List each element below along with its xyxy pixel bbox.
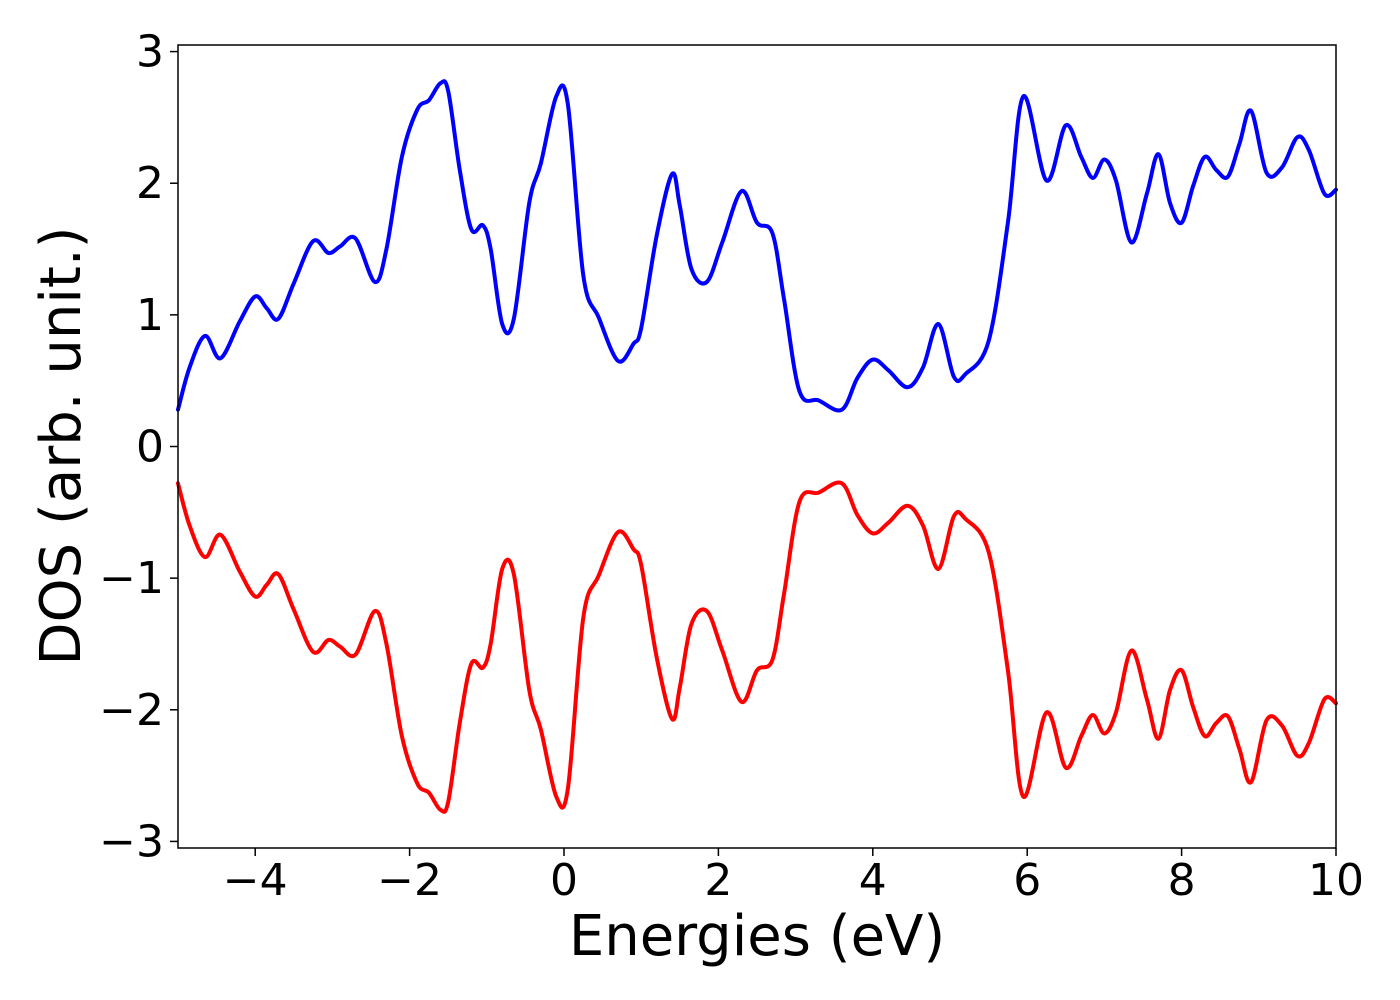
series-layer <box>176 79 1338 814</box>
x-axis-title: Energies (eV) <box>569 904 945 969</box>
y-tick-label: 0 <box>136 422 164 473</box>
x-tick-label: 4 <box>859 855 887 906</box>
x-axis-ticks: −4 −2 0 2 4 6 8 10 <box>223 848 1364 906</box>
y-tick-label: 2 <box>136 158 164 209</box>
plot-background <box>178 45 1336 848</box>
x-tick-label: 2 <box>704 855 732 906</box>
y-axis-ticks: 3 2 1 0 −1 −2 −3 <box>99 27 178 867</box>
x-tick-label: 8 <box>1168 855 1196 906</box>
red-dos-line <box>176 480 1338 814</box>
y-tick-label: −3 <box>99 816 164 867</box>
x-tick-label: −2 <box>377 855 442 906</box>
x-tick-label: 6 <box>1013 855 1041 906</box>
x-tick-label: 0 <box>550 855 578 906</box>
y-tick-label: −1 <box>99 553 164 604</box>
blue-dos-line <box>176 79 1338 413</box>
x-tick-label: −4 <box>223 855 288 906</box>
y-tick-label: −2 <box>99 685 164 736</box>
y-tick-label: 1 <box>136 290 164 341</box>
y-tick-label: 3 <box>136 27 164 78</box>
y-axis-title: DOS (arb. unit.) <box>29 226 94 665</box>
x-tick-label: 10 <box>1308 855 1364 906</box>
